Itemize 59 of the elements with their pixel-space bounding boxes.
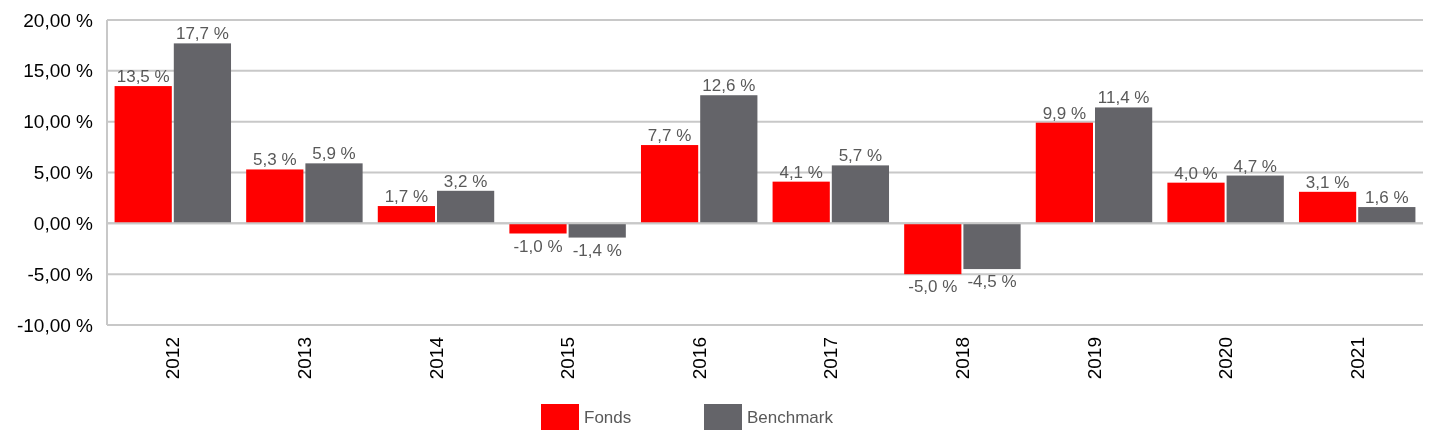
data-label: 13,5 %: [116, 67, 170, 87]
bar: [904, 223, 962, 275]
bar: [1226, 175, 1284, 224]
data-label: 3,2 %: [443, 171, 488, 191]
bar: [1298, 191, 1357, 224]
bar: [772, 181, 830, 224]
data-label: 4,7 %: [1233, 156, 1277, 176]
bar: [568, 223, 626, 238]
bar: [509, 223, 567, 234]
x-tick-label: 2013: [294, 337, 316, 380]
y-tick-label: 20,00 %: [23, 9, 94, 31]
data-label: 4,1 %: [779, 162, 823, 182]
data-label: 5,7 %: [838, 146, 883, 166]
bar: [173, 43, 232, 224]
x-tick-label: 2012: [162, 337, 184, 380]
data-label: 4,0 %: [1174, 163, 1218, 183]
bar: [640, 145, 699, 224]
bar: [831, 165, 890, 224]
bar: [1095, 107, 1153, 224]
bar: [1167, 182, 1225, 224]
bar: [1035, 122, 1093, 224]
legend-label: Benchmark: [747, 407, 834, 427]
x-tick-label: 2020: [1215, 337, 1237, 380]
x-tick-label: 2014: [425, 336, 447, 380]
data-label: 1,6 %: [1365, 188, 1409, 208]
data-label: 17,7 %: [175, 24, 229, 44]
bar: [305, 163, 363, 224]
data-label: -5,0 %: [908, 277, 958, 297]
x-tick-label: 2015: [557, 337, 579, 380]
bar: [1358, 207, 1416, 224]
data-label: 5,3 %: [253, 150, 297, 170]
data-label: 12,6 %: [702, 76, 756, 96]
y-tick-label: -10,00 %: [16, 314, 94, 336]
bar: [700, 95, 758, 224]
data-label: 9,9 %: [1042, 103, 1087, 123]
bar: [377, 206, 435, 224]
data-label: -1,4 %: [572, 240, 622, 260]
data-label: -4,5 %: [967, 272, 1017, 292]
data-label: 7,7 %: [647, 126, 692, 146]
x-tick-label: 2017: [820, 337, 842, 380]
y-tick-label: 15,00 %: [23, 60, 94, 82]
bar: [963, 223, 1021, 270]
x-tick-label: 2018: [952, 337, 974, 380]
y-tick-label: 10,00 %: [23, 111, 94, 133]
legend-label: Fonds: [584, 407, 632, 427]
data-label: 11,4 %: [1097, 88, 1150, 108]
data-label: 3,1 %: [1305, 172, 1350, 192]
bar: [246, 169, 304, 224]
y-tick-label: 5,00 %: [33, 162, 94, 184]
bar: [114, 86, 172, 224]
data-label: -1,0 %: [513, 236, 563, 256]
x-tick-label: 2019: [1083, 337, 1105, 380]
data-label: 1,7 %: [384, 187, 429, 207]
y-tick-label: -5,00 %: [27, 263, 94, 285]
data-label: 5,9 %: [312, 144, 356, 164]
x-tick-label: 2016: [688, 337, 710, 380]
x-tick-label: 2021: [1346, 337, 1368, 380]
y-tick-label: 0,00 %: [33, 212, 94, 234]
bar: [437, 190, 495, 224]
